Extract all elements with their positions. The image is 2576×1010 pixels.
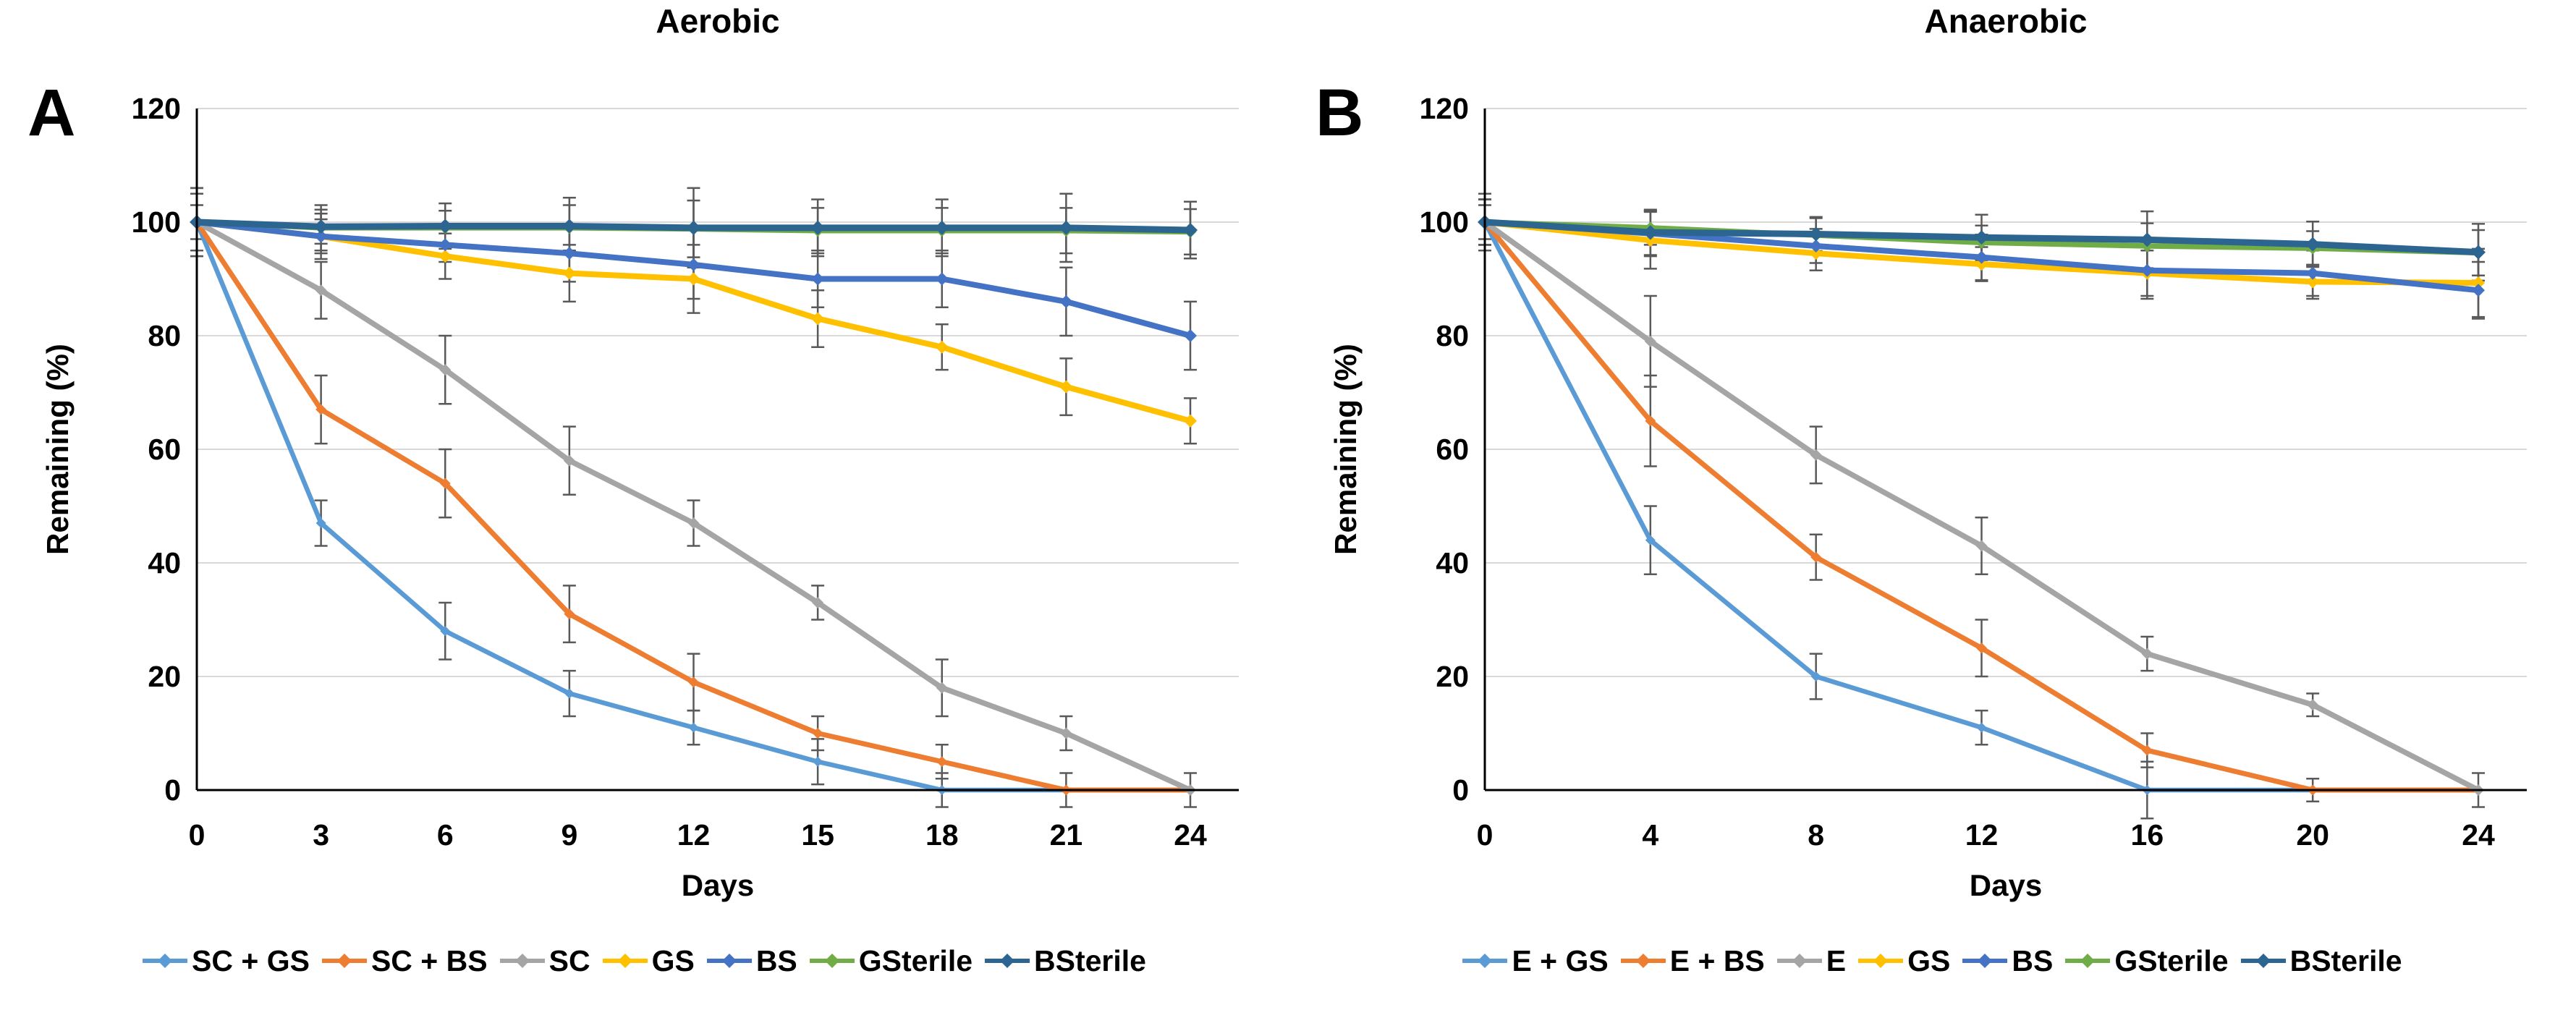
y-tick-labels: 0 20 40 60 80 100 120: [1420, 92, 1469, 807]
svg-text:20: 20: [2296, 818, 2329, 852]
legend-marker-icon: [1962, 954, 2008, 968]
svg-text:80: 80: [1436, 319, 1469, 352]
panel-title-anaerobic: Anaerobic: [1924, 2, 2088, 40]
legend-item: E: [1776, 944, 1846, 978]
svg-text:3: 3: [313, 818, 329, 852]
panel-aerobic: A Aerobic Remaining (%) 0 20 40 60 80 100 120 0…: [0, 2, 1288, 990]
legend-marker-icon: [321, 954, 367, 968]
svg-text:24: 24: [2462, 818, 2495, 852]
svg-text:80: 80: [148, 319, 181, 352]
svg-text:15: 15: [801, 818, 834, 852]
svg-text:8: 8: [1808, 818, 1824, 852]
series-bs: [190, 216, 1197, 342]
axes: [195, 109, 1239, 792]
legend-label: GSterile: [858, 943, 973, 977]
legend-item: GSterile: [809, 944, 973, 978]
legend-label: BS: [755, 943, 797, 977]
legend-item: BSterile: [2240, 944, 2402, 978]
svg-text:0: 0: [189, 818, 206, 852]
legend-marker-icon: [985, 954, 1030, 968]
line-chart-aerobic: 0 20 40 60 80 100 120 0 3 6 9 12 15 18 21 24: [132, 92, 1239, 852]
svg-text:12: 12: [1965, 818, 1999, 852]
svg-text:60: 60: [148, 433, 181, 466]
svg-text:0: 0: [1477, 818, 1494, 852]
legend-item: SC + GS: [142, 944, 310, 978]
panel-letter-a: A: [27, 76, 76, 150]
legend-label: SC + BS: [370, 943, 488, 977]
svg-text:100: 100: [132, 205, 181, 239]
legend-marker-icon: [143, 954, 188, 968]
legend-label: BS: [2012, 943, 2054, 977]
svg-text:120: 120: [1420, 92, 1469, 125]
series-sc+bs: [191, 216, 1196, 796]
svg-text:18: 18: [925, 818, 959, 852]
svg-text:60: 60: [1436, 433, 1469, 466]
svg-text:40: 40: [148, 546, 181, 580]
legend-label: E: [1826, 943, 1847, 977]
svg-text:4: 4: [1642, 818, 1658, 852]
panel-anaerobic: B Anaerobic Remaining (%) 0 20 40 60 80 100 12…: [1288, 0, 2576, 1010]
series-e+gs: [1480, 217, 2483, 795]
legend-label: E + BS: [1669, 943, 1765, 977]
svg-text:16: 16: [2131, 818, 2164, 852]
legend-label: GS: [651, 943, 695, 977]
legend-label: SC + GS: [192, 943, 310, 977]
x-axis-title: Days: [681, 868, 755, 902]
legend-marker-icon: [1620, 954, 1666, 968]
svg-text:6: 6: [437, 818, 454, 852]
legend-item: GSterile: [2064, 943, 2229, 978]
legend-item: E + GS: [1462, 943, 1609, 978]
legend-label: GS: [1907, 943, 1951, 977]
svg-text:21: 21: [1050, 818, 1083, 852]
panel-title-aerobic: Aerobic: [656, 2, 780, 40]
series-bsterile: [1478, 215, 2486, 260]
legend-item: SC: [499, 944, 590, 978]
legend-label: GSterile: [2114, 943, 2229, 977]
legend-item: BS: [1962, 944, 2053, 978]
x-tick-labels: 0 3 6 9 12 15 18 21 24: [189, 818, 1207, 852]
gridlines: [1485, 108, 2527, 677]
legend-marker-icon: [499, 954, 545, 968]
legend-marker-icon: [809, 954, 855, 968]
x-tick-labels: 0 4 8 12 16 20 24: [1477, 818, 2495, 852]
legend-label: BSterile: [1034, 943, 1146, 977]
legend-label: SC: [548, 943, 590, 977]
legend-marker-icon: [1462, 954, 1508, 968]
legend-aerobic: SC + GS SC + BS SC GS BS GSterile BSterile: [0, 932, 1288, 990]
svg-text:12: 12: [677, 818, 711, 852]
legend-marker-icon: [706, 954, 752, 968]
svg-text:100: 100: [1420, 205, 1469, 239]
series-e: [1479, 216, 2484, 796]
legend-label: E + GS: [1512, 943, 1609, 977]
svg-text:20: 20: [148, 660, 181, 693]
y-tick-labels: 0 20 40 60 80 100 120: [132, 92, 181, 807]
legend-item: GS: [1857, 944, 1950, 978]
legend-item: E + BS: [1620, 944, 1765, 978]
legend-item: GS: [602, 944, 695, 978]
legend-marker-icon: [602, 954, 648, 968]
legend-item: BS: [706, 944, 797, 978]
legend-anaerobic: E + GS E + BS E GS BS GSterile BSterile: [1288, 932, 2576, 990]
svg-text:0: 0: [164, 773, 181, 807]
series-bsterile: [190, 215, 1198, 237]
svg-text:9: 9: [561, 818, 577, 852]
legend-item: BSterile: [984, 944, 1146, 978]
legend-marker-icon: [1776, 954, 1822, 968]
svg-text:24: 24: [1174, 818, 1207, 852]
svg-text:20: 20: [1436, 660, 1469, 693]
panel-letter-b: B: [1315, 76, 1364, 150]
legend-marker-icon: [2240, 954, 2286, 968]
legend-item: SC + BS: [321, 944, 488, 978]
legend-marker-icon: [2065, 954, 2111, 968]
svg-text:0: 0: [1452, 773, 1469, 807]
x-axis-title: Days: [1969, 868, 2043, 902]
svg-text:40: 40: [1436, 546, 1469, 580]
line-chart-anaerobic: 0 20 40 60 80 100 120 0 4 8 12 16 20 24: [1420, 92, 2527, 852]
axes: [1483, 109, 2527, 792]
svg-text:120: 120: [132, 92, 181, 125]
legend-marker-icon: [1858, 954, 1904, 968]
legend-label: BSterile: [2289, 943, 2402, 977]
